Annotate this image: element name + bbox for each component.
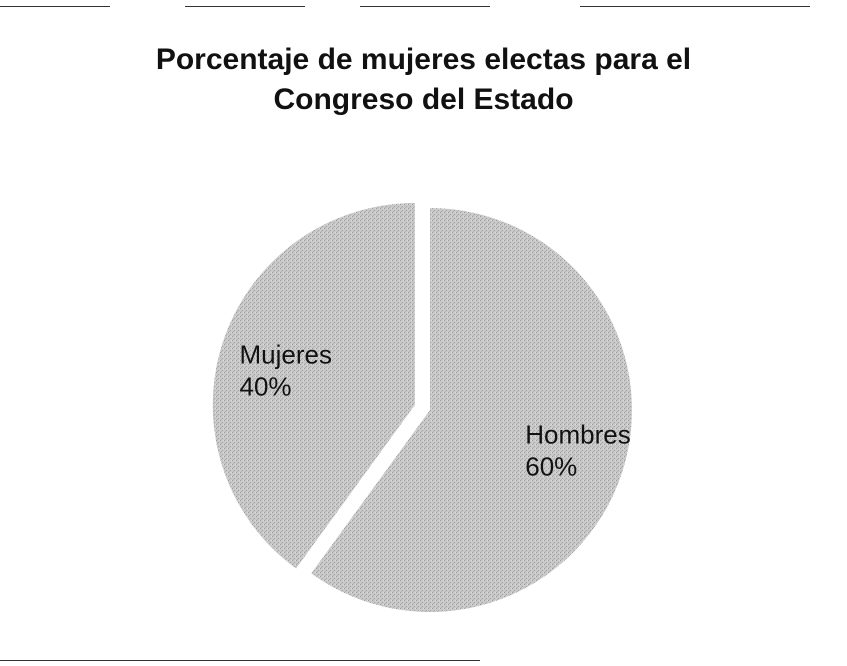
top-border-line xyxy=(0,6,110,7)
slice-percent-mujeres: 40% xyxy=(240,372,292,402)
slice-percent-hombres: 60% xyxy=(525,451,577,481)
slice-label-mujeres: Mujeres xyxy=(240,340,332,370)
top-border-line xyxy=(580,6,810,7)
chart-title: Porcentaje de mujeres electas para el Co… xyxy=(0,40,847,120)
chart-title-line-2: Congreso del Estado xyxy=(273,83,574,116)
slice-label-hombres: Hombres xyxy=(525,419,630,449)
bottom-border-line xyxy=(0,660,480,661)
top-border-line xyxy=(360,6,490,7)
chart-title-line-1: Porcentaje de mujeres electas para el xyxy=(155,43,692,76)
pie-slice-hombres xyxy=(311,208,632,612)
top-border-line xyxy=(185,6,305,7)
pie-slice-mujeres xyxy=(212,203,415,569)
